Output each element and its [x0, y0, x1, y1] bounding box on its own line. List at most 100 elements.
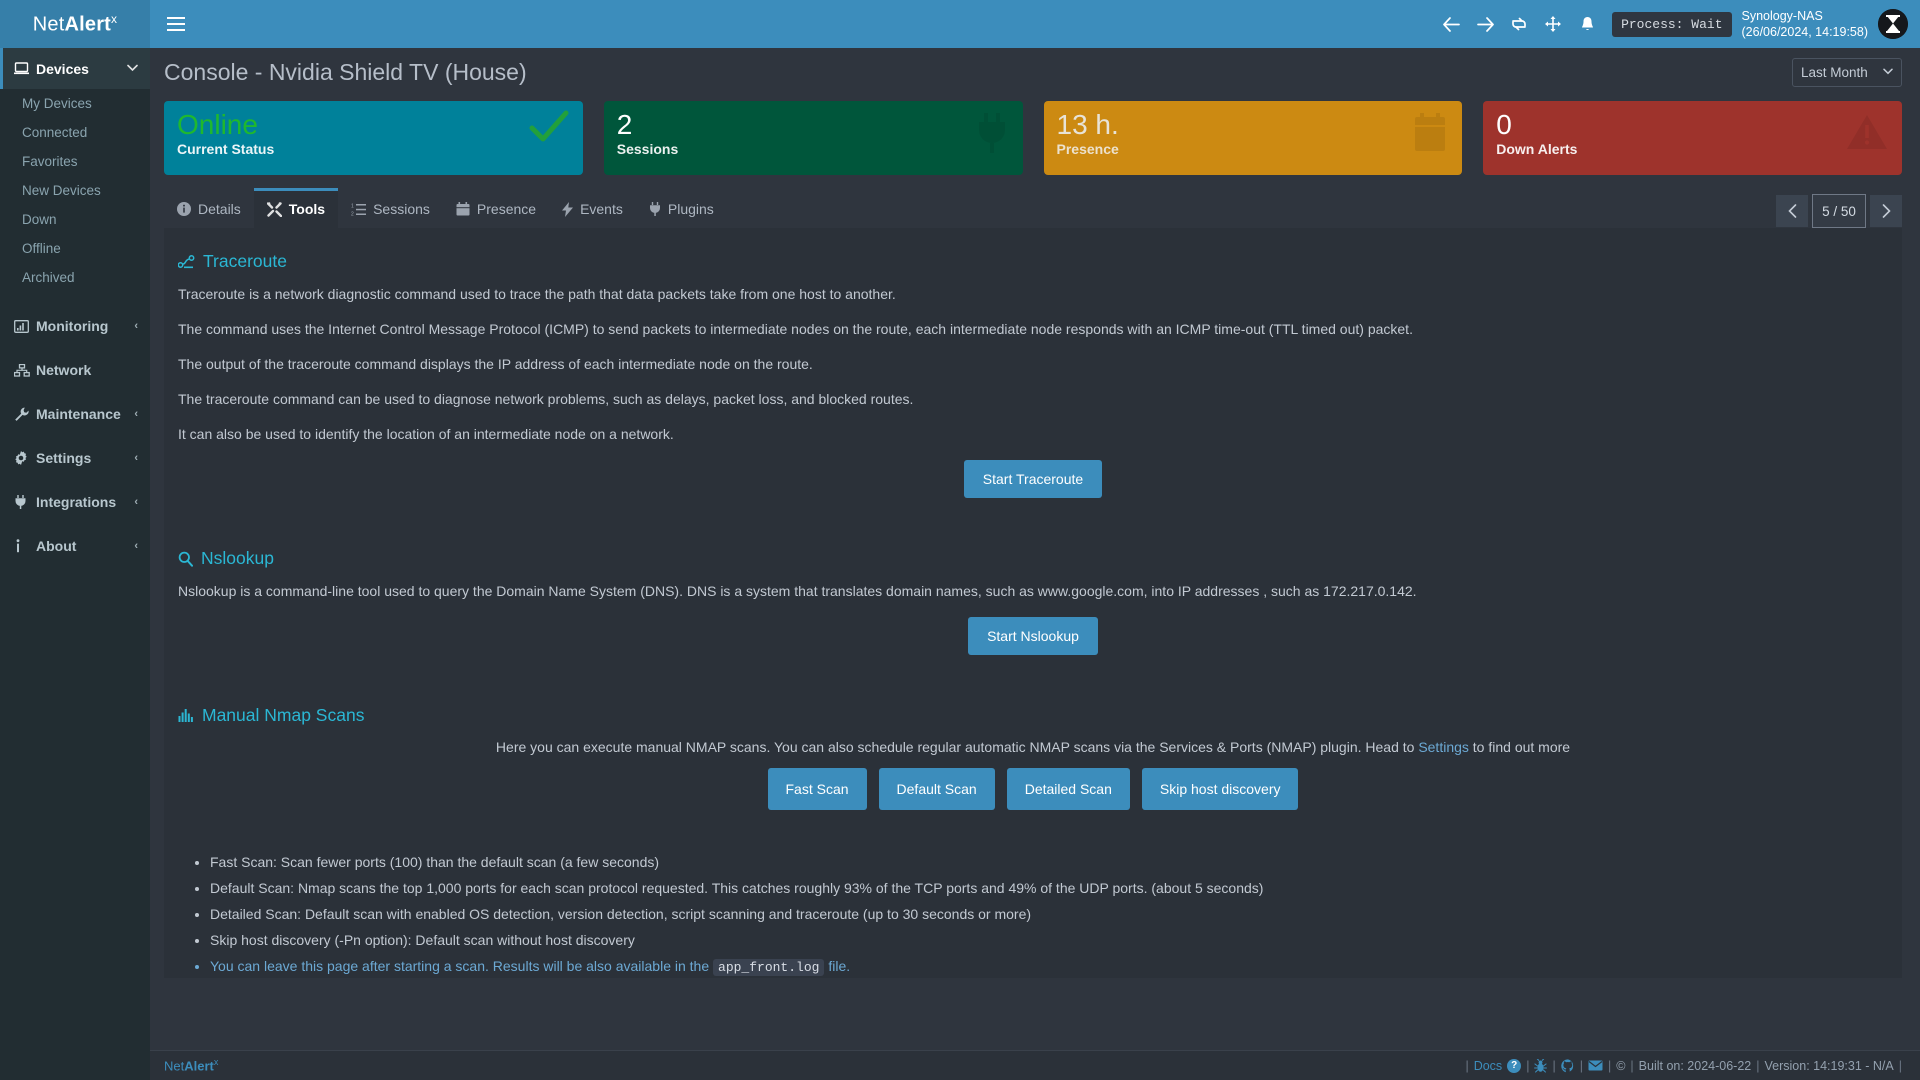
- bug-icon[interactable]: [1534, 1058, 1548, 1073]
- help-icon[interactable]: ?: [1507, 1058, 1522, 1073]
- docs-link[interactable]: Docs: [1473, 1058, 1503, 1073]
- top-navbar: NetAlertx Process: Wait Synology-NAS (26…: [0, 0, 1920, 48]
- sidebar-subitem-label: Favorites: [22, 154, 78, 169]
- nmap-note: Here you can execute manual NMAP scans. …: [164, 739, 1902, 755]
- avatar[interactable]: [1878, 9, 1908, 39]
- separator: |: [1607, 1058, 1612, 1073]
- card-value: Online: [177, 109, 258, 140]
- copyright-icon[interactable]: ©: [1616, 1058, 1626, 1073]
- sidebar-item-integrations[interactable]: Integrations ‹: [0, 480, 150, 524]
- card-down-alerts[interactable]: 0 Down Alerts: [1483, 101, 1902, 175]
- tab-plugins[interactable]: Plugins: [636, 188, 727, 228]
- list-item-log-note[interactable]: You can leave this page after starting a…: [210, 956, 1902, 978]
- traceroute-paragraph: The command uses the Internet Control Me…: [178, 321, 1413, 337]
- sidebar-subitem-label: Archived: [22, 270, 75, 285]
- sitemap-icon: [14, 363, 36, 377]
- chevron-left-icon: ‹: [134, 540, 138, 552]
- sidebar-item-devices[interactable]: Devices: [0, 48, 150, 89]
- sidebar-item-offline[interactable]: Offline: [0, 234, 150, 263]
- sidebar-item-archived[interactable]: Archived: [0, 263, 150, 292]
- separator: |: [1579, 1058, 1583, 1073]
- sidebar-item-network[interactable]: Network: [0, 348, 150, 392]
- nmap-bullet-list: Fast Scan: Scan fewer ports (100) than t…: [164, 810, 1902, 978]
- card-label: Presence: [1056, 141, 1119, 157]
- default-scan-button[interactable]: Default Scan: [878, 768, 995, 810]
- sidebar-item-maintenance[interactable]: Maintenance ‹: [0, 392, 150, 436]
- main-content: Console - Nvidia Shield TV (House) Last …: [150, 48, 1920, 1080]
- arrow-left-icon[interactable]: [1434, 0, 1468, 48]
- warning-icon: [1846, 113, 1888, 158]
- sidebar-item-new-devices[interactable]: New Devices: [0, 176, 150, 205]
- detailed-scan-button[interactable]: Detailed Scan: [1006, 768, 1130, 810]
- tab-label: Presence: [476, 201, 537, 217]
- sidebar-item-integrations-label: Integrations: [36, 494, 117, 510]
- separator: |: [1898, 1058, 1902, 1073]
- card-current-status[interactable]: Online Current Status: [164, 101, 583, 175]
- fast-scan-button[interactable]: Fast Scan: [767, 768, 867, 810]
- gear-icon: [14, 451, 36, 465]
- list-item: Default Scan: Nmap scans the top 1,000 p…: [210, 878, 1902, 899]
- spacer: [164, 655, 1902, 705]
- check-icon: [529, 109, 569, 151]
- separator: |: [1526, 1058, 1530, 1073]
- sidebar-item-my-devices[interactable]: My Devices: [0, 89, 150, 118]
- tab-presence[interactable]: Presence: [443, 188, 549, 228]
- sidebar-item-connected[interactable]: Connected: [0, 118, 150, 147]
- nslookup-paragraph: Nslookup is a command-line tool used to …: [178, 583, 1417, 599]
- period-select[interactable]: Last Month: [1792, 57, 1902, 87]
- card-sessions[interactable]: 2 Sessions: [603, 101, 1023, 175]
- svg-text:1: 1: [351, 203, 354, 209]
- traceroute-paragraph: The output of the traceroute command dis…: [178, 356, 813, 372]
- user-timestamp: (26/06/2024, 14:19:58): [1741, 25, 1869, 39]
- traceroute-section-title: Traceroute: [164, 251, 1902, 272]
- stat-cards: Online Current Status 2 Sessions 13 h. P…: [150, 88, 1920, 175]
- bell-icon[interactable]: [1570, 0, 1604, 48]
- app-logo[interactable]: NetAlertx: [0, 0, 150, 48]
- user-name: Synology-NAS: [1741, 9, 1823, 23]
- sidebar-item-favorites[interactable]: Favorites: [0, 147, 150, 176]
- footer-links: | Docs ? | | | | © | Built on: 2024-06-2…: [1465, 1058, 1902, 1073]
- tab-label: Sessions: [373, 201, 430, 217]
- sidebar-item-monitoring[interactable]: Monitoring ‹: [0, 304, 150, 348]
- envelope-icon[interactable]: [1588, 1060, 1603, 1071]
- tools-panel: Traceroute Traceroute is a network diagn…: [164, 228, 1902, 978]
- nmap-settings-link[interactable]: Settings: [1418, 739, 1469, 755]
- sidebar-item-about[interactable]: About ‹: [0, 524, 150, 568]
- plug-icon: [14, 495, 36, 509]
- tab-details[interactable]: Details: [164, 188, 254, 228]
- list-item: Detailed Scan: Default scan with enabled…: [210, 904, 1902, 925]
- pagination-prev-button[interactable]: [1776, 195, 1808, 227]
- nmap-icon: [178, 708, 194, 723]
- start-traceroute-button[interactable]: Start Traceroute: [963, 460, 1103, 498]
- laptop-icon: [14, 62, 36, 75]
- hamburger-icon[interactable]: [150, 0, 202, 48]
- github-icon[interactable]: [1560, 1058, 1575, 1073]
- tab-events[interactable]: Events: [549, 188, 636, 228]
- start-nslookup-button[interactable]: Start Nslookup: [968, 617, 1098, 655]
- refresh-icon[interactable]: [1502, 0, 1536, 48]
- nmap-title: Manual Nmap Scans: [202, 705, 365, 725]
- card-presence[interactable]: 13 h. Presence: [1043, 101, 1463, 175]
- card-value: 2: [616, 109, 633, 140]
- log-note-part1: You can leave this page after starting a…: [210, 958, 714, 974]
- sidebar-item-settings[interactable]: Settings ‹: [0, 436, 150, 480]
- wrench-icon: [14, 407, 36, 421]
- skip-host-discovery-button[interactable]: Skip host discovery: [1141, 768, 1299, 810]
- sidebar-item-down[interactable]: Down: [0, 205, 150, 234]
- move-icon[interactable]: [1536, 0, 1570, 48]
- bolt-icon: [562, 201, 574, 217]
- tab-tools[interactable]: Tools: [253, 188, 339, 228]
- sidebar-item-about-label: About: [36, 538, 77, 554]
- footer-logo[interactable]: NetAlertx: [164, 1057, 218, 1073]
- footer-brand-sup: x: [213, 1057, 219, 1068]
- chevron-left-icon: ‹: [134, 408, 138, 420]
- arrow-right-icon[interactable]: [1468, 0, 1502, 48]
- traceroute-icon: [178, 254, 195, 270]
- search-icon: [178, 551, 193, 567]
- pagination-next-button[interactable]: [1870, 195, 1902, 227]
- chevron-left-icon: ‹: [134, 320, 138, 332]
- page-header: Console - Nvidia Shield TV (House) Last …: [150, 48, 1920, 88]
- separator: |: [1630, 1058, 1634, 1073]
